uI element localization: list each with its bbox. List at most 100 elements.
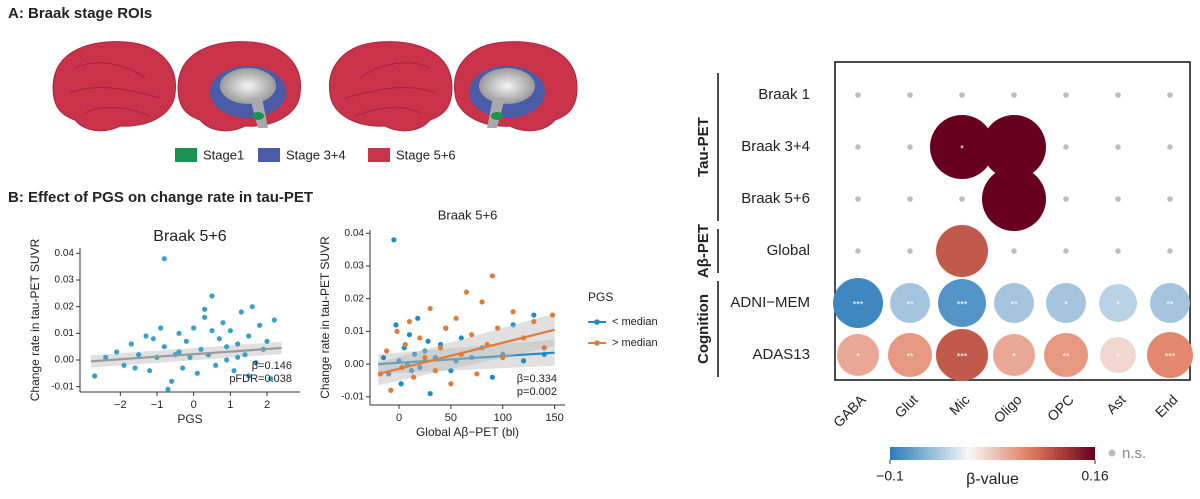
point (187, 354, 193, 360)
point (383, 348, 390, 354)
y-tick-label: 0.02 (55, 301, 75, 312)
point (227, 328, 233, 334)
point (132, 365, 138, 371)
point (176, 330, 182, 336)
point (394, 328, 400, 335)
point (408, 368, 415, 374)
ns-dot (1115, 144, 1121, 150)
colorbar-tick-label: 0.16 (1081, 468, 1108, 484)
significance: * (1012, 351, 1016, 361)
point (216, 336, 222, 342)
bubble (888, 333, 932, 377)
point (489, 273, 495, 279)
ns-dot (855, 196, 861, 202)
point (246, 373, 252, 379)
column-label: Oligo (990, 391, 1025, 426)
significance: * (1116, 351, 1120, 361)
point (415, 315, 421, 321)
point (443, 325, 449, 331)
ns-legend-dot (1108, 449, 1116, 457)
x-tick-label: 100 (494, 412, 512, 424)
legend-label: > median (612, 337, 658, 349)
group-label: Aβ-PET (695, 224, 712, 278)
x-tick-label: 0 (191, 399, 197, 411)
point (474, 371, 480, 377)
point (412, 351, 418, 357)
row-label: ADAS13 (752, 346, 810, 363)
point (432, 368, 438, 374)
point (489, 374, 495, 380)
ns-dot (907, 196, 913, 202)
x-tick-label: 0 (396, 412, 402, 424)
annotation: β=0.334 (517, 373, 557, 385)
point (410, 374, 417, 380)
bubble-frame (834, 61, 1191, 381)
point (417, 335, 423, 341)
bubble (1044, 333, 1088, 377)
confidence-band (378, 313, 555, 386)
colorbar-tick-label: −0.1 (876, 468, 904, 484)
panel-b-title: B: Effect of PGS on change rate in tau-P… (8, 189, 313, 206)
point (520, 358, 527, 364)
point (191, 325, 197, 331)
ns-dot (907, 144, 913, 150)
point (380, 354, 387, 361)
significance: *** (957, 351, 968, 361)
point (271, 317, 277, 323)
significance: ** (1166, 299, 1174, 309)
ns-dot (1167, 144, 1173, 150)
trend-line (378, 351, 555, 366)
point (510, 309, 516, 315)
point (128, 341, 134, 347)
point (448, 381, 454, 387)
brains (52, 41, 578, 132)
ns-dot (1011, 92, 1017, 98)
y-tick-label: 0.03 (55, 275, 75, 286)
point (549, 312, 556, 318)
x-tick-label: 150 (545, 412, 563, 424)
point (158, 325, 164, 331)
point (406, 318, 413, 325)
point (531, 312, 537, 318)
point (183, 338, 189, 344)
bubble (833, 278, 883, 328)
y-tick-label: 0.03 (345, 261, 365, 272)
y-tick-label: 0.04 (55, 248, 75, 259)
point (541, 345, 547, 351)
ns-dot (1115, 248, 1121, 254)
ns-dot (1115, 196, 1121, 202)
point (202, 314, 208, 320)
column-label: Ast (1103, 391, 1129, 417)
bubble (938, 279, 986, 327)
ns-dot (1115, 92, 1121, 98)
point (406, 332, 413, 338)
bubble (930, 115, 994, 179)
point (231, 368, 237, 374)
ns-dot (1011, 248, 1017, 254)
point (147, 368, 153, 374)
y-tick-label: 0.01 (345, 326, 365, 337)
point (479, 299, 485, 305)
significance: *** (1165, 351, 1176, 361)
ns-dot (1063, 248, 1069, 254)
point (458, 335, 464, 341)
chart-title: Braak 5+6 (438, 207, 498, 222)
x-tick-label: 1 (227, 399, 233, 411)
bubble (994, 283, 1034, 323)
point (224, 357, 230, 363)
bubble (982, 115, 1046, 179)
row-label: Braak 5+6 (741, 190, 810, 207)
point (427, 390, 433, 397)
legend-marker (594, 319, 600, 325)
bubble (982, 167, 1046, 231)
y-tick-label: 0.01 (55, 328, 75, 339)
row-label: Global (767, 242, 810, 259)
point (427, 305, 433, 312)
point (463, 289, 470, 295)
bubble (1150, 283, 1190, 323)
column-label: GABA (830, 391, 869, 430)
point (92, 373, 98, 379)
bubble (993, 334, 1035, 376)
significance: * (1116, 299, 1120, 309)
